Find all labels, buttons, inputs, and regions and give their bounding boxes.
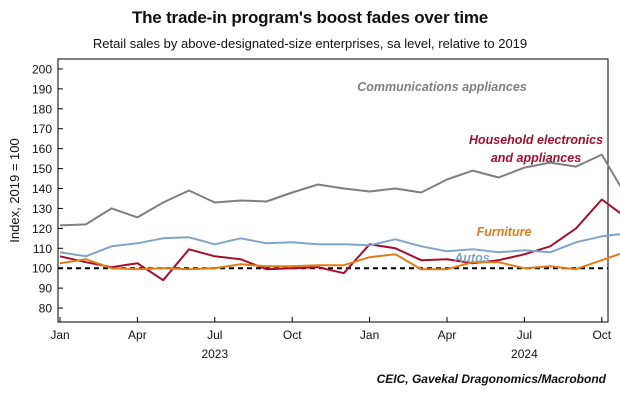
y-tick-label: 200	[32, 62, 52, 76]
plot-frame	[57, 58, 609, 323]
y-axis-label: Index, 2019 = 100	[7, 138, 22, 242]
x-year-label: 2024	[511, 347, 538, 361]
y-tick-label: 190	[32, 82, 52, 96]
x-tick-label: Oct	[592, 328, 611, 342]
x-tick-label: Apr	[128, 328, 147, 342]
source-note: CEIC, Gavekal Dragonomics/Macrobond	[376, 372, 606, 386]
y-tick-label: 180	[32, 102, 52, 116]
series-label: Household electronics	[469, 133, 603, 147]
y-tick-label: 170	[32, 122, 52, 136]
chart-subtitle: Retail sales by above-designated-size en…	[92, 36, 528, 51]
x-tick-label: Jan	[360, 328, 379, 342]
series-label: and appliances	[491, 151, 581, 165]
y-tick-label: 80	[39, 302, 53, 316]
series-line-communications-appliances	[59, 153, 620, 227]
series-line-household-electronics-and-appliances	[59, 198, 620, 282]
y-tick-label: 150	[32, 162, 52, 176]
y-tick-label: 120	[32, 222, 52, 236]
chart-title: The trade-in program's boost fades over …	[131, 8, 489, 27]
x-tick-label: Apr	[438, 328, 457, 342]
y-tick-label: 160	[32, 142, 52, 156]
series-label: Furniture	[477, 225, 532, 239]
x-tick-label: Jul	[517, 328, 532, 342]
x-tick-label: Oct	[283, 328, 302, 342]
y-tick-label: 130	[32, 202, 52, 216]
x-tick-label: Jan	[50, 328, 69, 342]
x-year-label: 2023	[201, 347, 228, 361]
series-line-furniture	[59, 252, 620, 271]
x-tick-label: Jul	[207, 328, 222, 342]
y-tick-label: 90	[39, 282, 53, 296]
y-tick-label: 110	[33, 242, 52, 256]
series-label: Communications appliances	[357, 80, 527, 94]
series-label: Autos	[453, 251, 489, 265]
y-tick-label: 100	[32, 262, 52, 276]
y-tick-label: 140	[32, 182, 52, 196]
series-line-autos	[59, 233, 620, 258]
